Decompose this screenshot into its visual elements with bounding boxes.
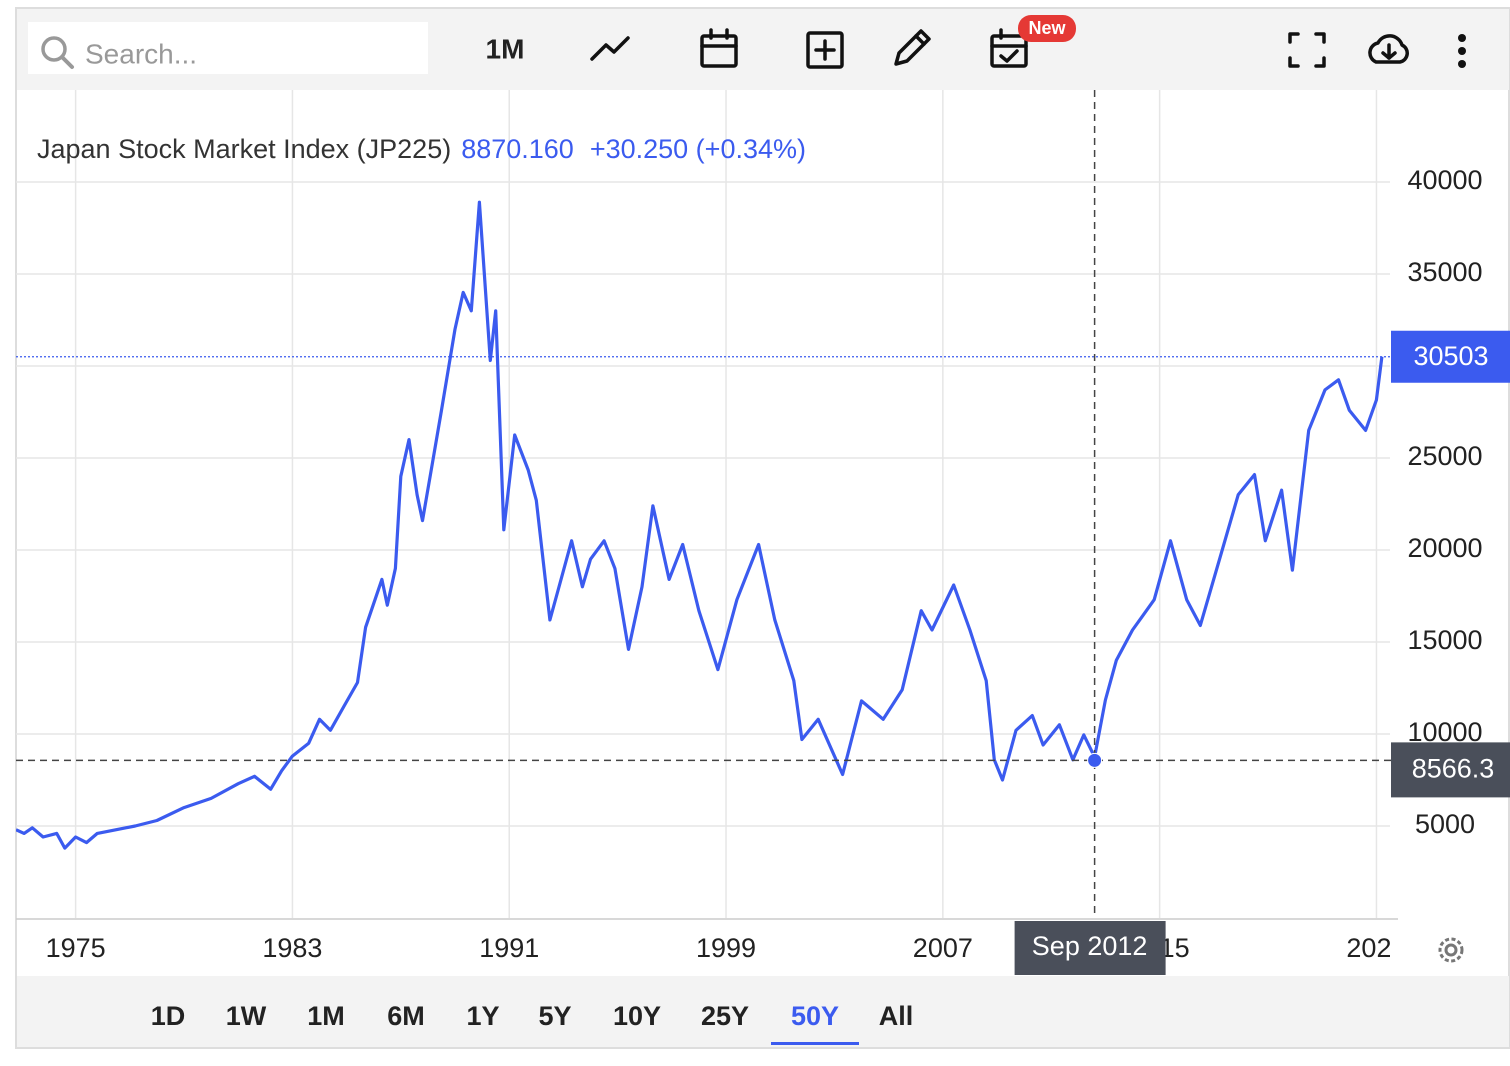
y-tick-label: 25000 [1407,441,1482,471]
download-icon[interactable] [1368,34,1409,64]
y-tick-label: 20000 [1407,533,1482,563]
crosshair-value-label: 8566.3 [1412,754,1495,784]
range-button[interactable]: 25Y [701,1001,749,1031]
range-button[interactable]: 1Y [466,1001,499,1031]
search-box[interactable] [28,22,428,74]
calendar-icon[interactable] [700,28,738,68]
range-button[interactable]: All [879,1001,914,1031]
search-placeholder[interactable]: Search... [85,38,197,69]
range-button[interactable]: 1W [226,1001,267,1031]
crosshair-date-label: Sep 2012 [1032,931,1148,961]
price-change: +30.250 (+0.34%) [590,134,806,164]
fullscreen-icon[interactable] [1288,32,1326,68]
y-tick-label: 35000 [1407,257,1482,287]
menu-icon[interactable] [1458,34,1466,68]
add-indicator-icon[interactable] [806,31,844,69]
chart-type-icon[interactable] [590,36,630,61]
new-badge [1018,15,1076,42]
x-tick-label: 1991 [479,933,539,963]
range-button[interactable]: 5Y [538,1001,571,1031]
y-tick-label: 15000 [1407,625,1482,655]
y-tick-label: 40000 [1407,165,1482,195]
chart-title: Japan Stock Market Index (JP225) [37,134,451,164]
range-button[interactable]: 50Y [791,1001,839,1031]
x-tick-label: 1975 [46,933,106,963]
chart-header: Japan Stock Market Index (JP225) 8870.160… [37,134,806,164]
range-button[interactable]: 10Y [613,1001,661,1031]
events-icon[interactable] [990,28,1028,68]
range-bar [17,976,1509,1047]
crosshair-dot [1087,752,1103,768]
range-button[interactable]: 1D [151,1001,186,1031]
x-tick-label: 1983 [262,933,322,963]
x-tick-label: 1999 [696,933,756,963]
y-tick-label: 10000 [1407,717,1482,747]
search-icon [41,36,74,69]
new-badge-text: New [1028,18,1066,38]
draw-icon[interactable] [894,29,931,66]
x-tick-label: 2007 [913,933,973,963]
range-button[interactable]: 6M [387,1001,425,1031]
y-tick-label: 5000 [1415,809,1475,839]
range-button[interactable]: 1M [307,1001,345,1031]
active-range-underline [771,1042,859,1045]
last-value-box [1391,330,1510,383]
settings-icon[interactable] [1438,937,1464,963]
price-line [16,200,1384,850]
interval-button[interactable]: 1M [486,33,525,64]
crosshair-value-box [1391,742,1510,798]
x-tick-label: 2023 [1346,933,1406,963]
last-value-label: 30503 [1413,341,1488,371]
crosshair-date-box [1014,921,1166,975]
price: 8870.160 [461,134,574,164]
